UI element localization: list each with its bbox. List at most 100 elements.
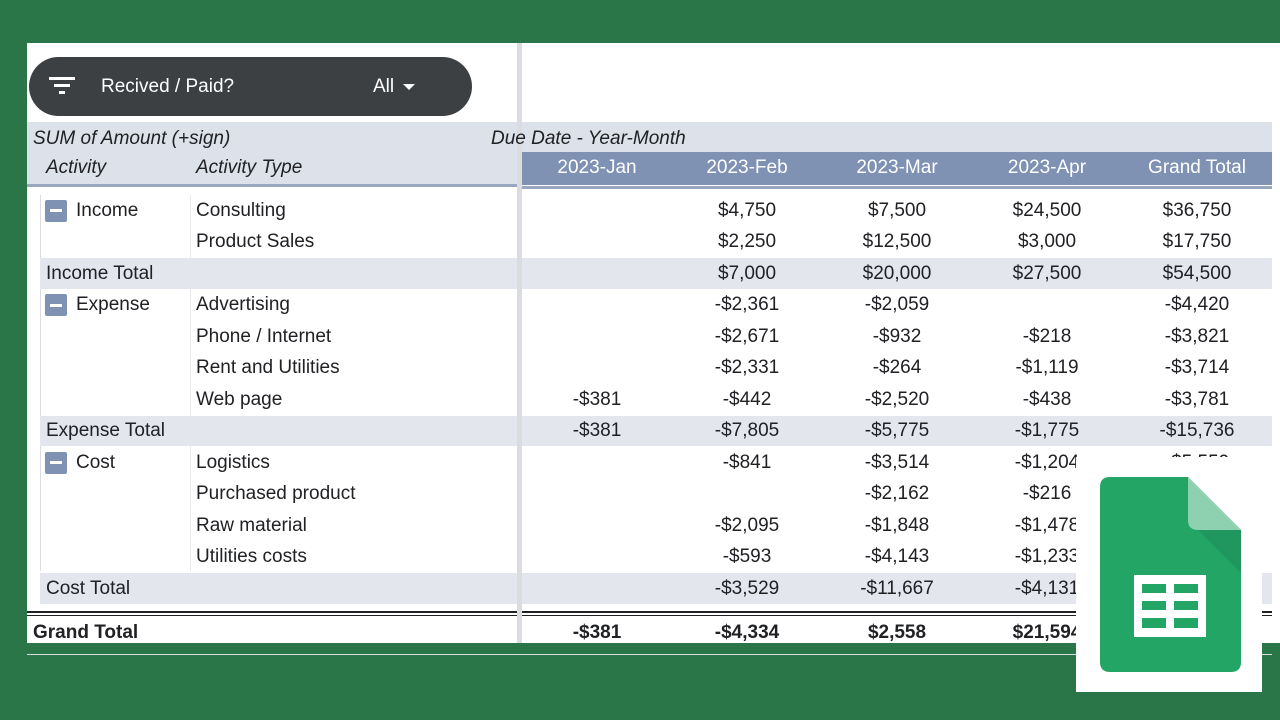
grand-rule — [522, 610, 1272, 616]
cell: $2,558 — [867, 621, 927, 643]
cell: $20,000 — [862, 262, 932, 284]
row-label: Rent and Utilities — [196, 357, 340, 379]
filter-value[interactable]: All — [373, 76, 395, 97]
header-rule — [522, 186, 1272, 189]
header-bg — [522, 122, 1272, 152]
cell: -$218 — [1022, 325, 1072, 347]
cell: $21,594 — [1012, 621, 1082, 643]
cell: -$3,714 — [1164, 357, 1230, 379]
column-header: 2023-Mar — [856, 157, 938, 178]
cell: -$3,781 — [1164, 388, 1230, 410]
cell: -$2,331 — [714, 357, 780, 379]
values-label: SUM of Amount (+sign) — [33, 128, 231, 149]
row-header: Activity — [46, 157, 107, 178]
cell: -$2,671 — [714, 325, 780, 347]
filter-chip[interactable]: Recived / Paid? All — [29, 57, 472, 116]
cell: -$7,805 — [714, 420, 780, 442]
header-rule — [27, 184, 517, 187]
cell: -$4,143 — [864, 546, 930, 568]
cell: -$841 — [722, 451, 772, 473]
cell: $17,750 — [1162, 231, 1232, 253]
cell: -$438 — [1022, 388, 1072, 410]
column-header: 2023-Jan — [557, 157, 637, 178]
row-label: Consulting — [196, 199, 286, 221]
collapse-minus — [50, 461, 62, 465]
cell: $27,500 — [1012, 262, 1082, 284]
filter-label: Recived / Paid? — [101, 76, 235, 97]
gutter — [517, 43, 522, 643]
cell: $7,000 — [717, 262, 777, 284]
row-label: Phone / Internet — [196, 325, 332, 347]
cell: -$4,334 — [714, 621, 780, 643]
cell: -$4,420 — [1164, 294, 1230, 316]
cell: -$11,667 — [860, 577, 934, 599]
group-label: Expense — [76, 294, 150, 316]
row-header: Activity Type — [196, 157, 303, 178]
cell: -$2,095 — [714, 514, 780, 536]
total-bg — [522, 415, 1272, 446]
cell: -$1,775 — [1014, 420, 1080, 442]
grand-bottom — [27, 653, 1272, 655]
cell: -$1,233 — [1014, 546, 1080, 568]
cell: $12,500 — [862, 231, 932, 253]
row-label: Advertising — [196, 294, 290, 316]
header-bg — [27, 122, 517, 185]
total-bg — [40, 258, 517, 289]
cell: $7,500 — [867, 199, 927, 221]
total-label: Income Total — [46, 262, 154, 284]
group-label: Income — [76, 199, 139, 221]
left-frame — [40, 195, 41, 571]
row-label: Raw material — [196, 514, 307, 536]
dropdown-arrow — [403, 84, 415, 90]
row-label: Web page — [196, 388, 283, 410]
cell: -$1,119 — [1015, 357, 1079, 379]
row-label: Logistics — [196, 451, 270, 473]
cell: $24,500 — [1012, 199, 1082, 221]
cell: -$5,775 — [864, 420, 930, 442]
row-label: Product Sales — [196, 231, 315, 253]
column-header-bg — [522, 152, 1272, 185]
cell: -$1,478 — [1014, 514, 1080, 536]
cell: -$15,736 — [1159, 420, 1235, 442]
cell: -$2,520 — [864, 388, 930, 410]
column-header: 2023-Apr — [1007, 157, 1087, 178]
collapse-minus — [50, 209, 62, 213]
row-label: Utilities costs — [196, 546, 307, 568]
total-bg — [40, 573, 517, 604]
total-label: Cost Total — [46, 577, 131, 599]
cell: -$1,848 — [864, 514, 930, 536]
cell: -$593 — [722, 546, 772, 568]
cell: -$264 — [872, 357, 922, 379]
cell: $36,750 — [1162, 199, 1232, 221]
group-label: Cost — [76, 451, 116, 473]
cell: -$381 — [572, 388, 622, 410]
left-frame — [190, 195, 191, 571]
cell: -$2,361 — [714, 294, 780, 316]
column-header: Grand Total — [1148, 157, 1246, 178]
logo-icon — [1100, 477, 1241, 672]
cell: -$2,162 — [864, 483, 930, 505]
cell: -$381 — [572, 621, 622, 643]
cell: -$3,529 — [714, 577, 780, 599]
cell: $4,750 — [717, 199, 777, 221]
cell: $2,250 — [717, 231, 777, 253]
total-label: Expense Total — [46, 420, 166, 442]
grand-rule — [27, 610, 517, 616]
cell: -$442 — [722, 388, 772, 410]
cell: -$216 — [1022, 483, 1072, 505]
collapse-minus — [50, 303, 62, 307]
cell: -$1,204 — [1014, 451, 1080, 473]
grand-label: Grand Total — [33, 621, 139, 643]
cell: -$3,821 — [1164, 325, 1230, 347]
total-bg — [522, 258, 1272, 289]
cell: -$932 — [872, 325, 922, 347]
row-label: Purchased product — [196, 483, 356, 505]
total-bg — [40, 415, 517, 446]
sheets-logo — [1076, 457, 1262, 692]
cell: -$3,514 — [864, 451, 930, 473]
column-header: 2023-Feb — [706, 157, 788, 178]
cell: -$2,059 — [864, 294, 930, 316]
cell: $3,000 — [1017, 231, 1077, 253]
cell: -$381 — [572, 420, 622, 442]
